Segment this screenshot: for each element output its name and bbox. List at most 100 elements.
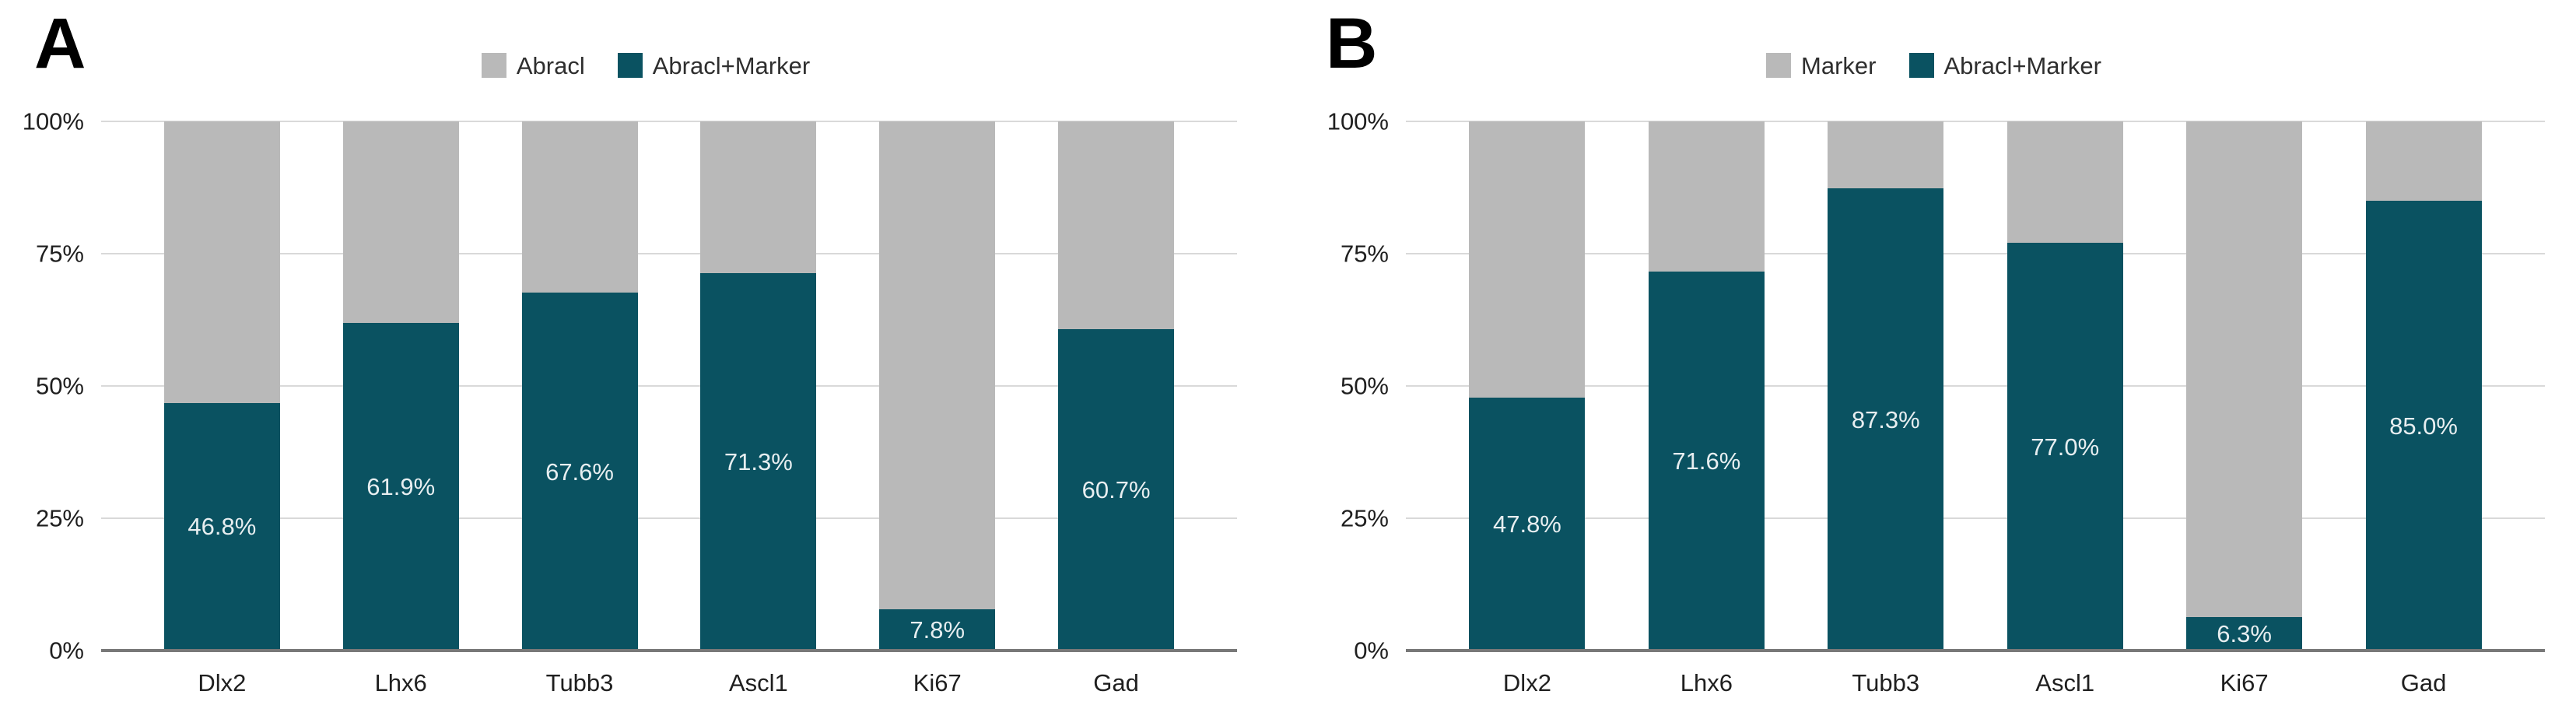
bar-value-label: 71.3% [724,448,793,476]
bar-segment-top [1828,121,1944,189]
y-tick-label: 25% [35,504,84,532]
gridline [101,121,1237,122]
bar: 46.8% Dlx2 [163,121,280,695]
gridline [1406,385,2545,387]
bar: 77.0% Ascl1 [2006,121,2123,695]
bar: 7.8% Ki67 [879,121,996,695]
x-axis-label: Gad [1093,669,1139,696]
bar-value-label: 60.7% [1081,476,1151,504]
bar-segment-top [163,121,280,403]
panel-b-legend: Marker Abracl+Marker [1292,51,2576,79]
bar-segment-bottom: 85.0% [2365,201,2482,651]
bar-segment-bottom: 87.3% [1828,188,1944,651]
panel-b: B Marker Abracl+Marker 100% 75% 50% 25% 0% 47.… [1292,0,2576,712]
bar-segment-top [2006,121,2123,244]
bar-segment-bottom: 47.8% [1469,397,1586,651]
bar-segment-top [521,121,638,293]
bar: 47.8% Dlx2 [1469,121,1586,695]
x-axis-label: Ascl1 [2035,669,2095,696]
legend-swatch [481,53,506,78]
bar: 60.7% Gad [1058,121,1175,695]
legend-swatch [617,53,643,78]
gridline [101,385,1237,387]
legend-item: Abracl+Marker [1908,51,2101,79]
legend-item: Abracl+Marker [617,51,811,79]
panel-a-title: A [34,4,86,83]
bar-value-label: 46.8% [188,513,257,541]
bar-segment-bottom: 71.6% [1648,272,1765,651]
bar-value-label: 61.9% [366,473,436,501]
x-axis-label: Ascl1 [728,669,788,696]
x-axis-label: Gad [2400,669,2447,696]
x-axis-line [101,649,1237,652]
bar: 71.6% Lhx6 [1648,121,1765,695]
bar-segment-bottom: 60.7% [1058,329,1175,651]
bar: 6.3% Ki67 [2186,121,2303,695]
bar-value-label: 85.0% [2389,412,2458,440]
legend-swatch [1766,53,1792,78]
gridline [1406,253,2545,254]
x-axis-label: Tubb3 [1852,669,1920,696]
gridline [1406,517,2545,519]
panel-a: A Abracl Abracl+Marker 100% 75% 50% 25% 0% 46.… [0,4,1292,695]
x-axis-label: Dlx2 [1502,669,1551,696]
y-tick-label: 100% [22,107,84,135]
bar-segment-bottom: 61.9% [342,323,459,651]
bar-segment-bottom: 77.0% [2006,243,2123,651]
gridline [1406,121,2545,122]
x-axis-label: Lhx6 [1680,669,1733,696]
bar-segment-bottom: 71.3% [700,273,817,651]
legend-label: Abracl [516,51,585,79]
y-tick-label: 100% [1327,107,1389,135]
bar-value-label: 67.6% [545,458,614,486]
bar-value-label: 87.3% [1851,405,1920,433]
legend-label: Abracl+Marker [652,51,811,79]
gridline [101,517,1237,519]
x-axis-label: Tubb3 [545,669,614,696]
bar-value-label: 47.8% [1492,510,1561,538]
legend-item: Abracl [481,51,585,79]
bar: 71.3% Ascl1 [700,121,817,695]
y-tick-label: 50% [1340,372,1389,400]
bar-segment-top [1469,121,1586,398]
bar-segment-top [1648,121,1765,272]
legend-label: Abracl+Marker [1943,51,2101,79]
panel-a-plot-area: 100% 75% 50% 25% 0% 46.8% Dlx2 61.9% Lhx6 67.6% Tu… [23,110,1237,695]
bar: 61.9% Lhx6 [342,121,459,695]
bars-group: 47.8% Dlx2 71.6% Lhx6 87.3% Tubb3 77.0% Ascl1 6.… [1406,121,2545,695]
bar: 85.0% Gad [2365,121,2482,695]
bar-segment-top [342,121,459,324]
y-tick-label: 25% [1340,504,1389,532]
legend-swatch [1908,53,1934,78]
bar-segment-top [700,121,817,274]
x-axis-label: Dlx2 [198,669,247,696]
bar-segment-top [2365,121,2482,201]
x-axis-line [1406,649,2545,652]
legend-item: Marker [1766,51,1877,79]
bars-group: 46.8% Dlx2 61.9% Lhx6 67.6% Tubb3 71.3% Ascl1 7.… [101,121,1237,695]
x-axis-label: Ki67 [2220,669,2269,696]
bar: 87.3% Tubb3 [1828,121,1944,695]
bar-value-label: 7.8% [909,616,966,644]
x-axis-label: Lhx6 [374,669,427,696]
bar-segment-top [1058,121,1175,330]
y-tick-label: 50% [35,372,84,400]
bar-segment-top [2186,121,2303,618]
bar-value-label: 71.6% [1672,447,1741,475]
bar-segment-bottom: 7.8% [879,609,996,651]
y-tick-label: 75% [1340,240,1389,268]
bar-segment-bottom: 46.8% [163,402,280,651]
bar-value-label: 6.3% [2217,620,2272,648]
bar: 67.6% Tubb3 [521,121,638,695]
bar-value-label: 77.0% [2031,433,2100,461]
x-axis-label: Ki67 [913,669,962,696]
bar-segment-bottom: 67.6% [521,293,638,651]
panel-b-plot-area: 100% 75% 50% 25% 0% 47.8% Dlx2 71.6% Lhx6 87.3% Tu… [1327,110,2545,695]
panel-b-title: B [1326,4,1378,83]
gridline [101,253,1237,254]
y-tick-label: 0% [49,637,84,665]
bar-segment-top [879,121,996,609]
legend-label: Marker [1801,51,1877,79]
panel-a-legend: Abracl Abracl+Marker [0,51,1292,79]
